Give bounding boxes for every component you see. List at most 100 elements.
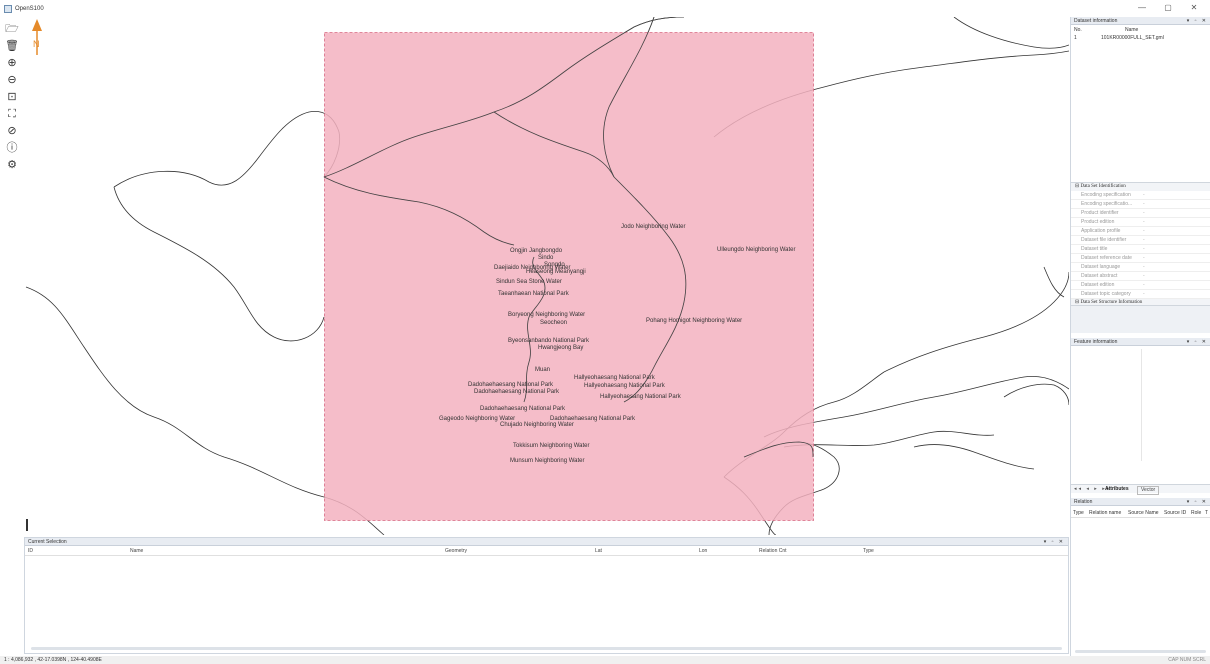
map-label[interactable]: Taeanhaean National Park bbox=[498, 291, 569, 297]
current-selection-title: Current Selection bbox=[28, 539, 67, 545]
window-title: OpenS100 bbox=[15, 5, 44, 12]
column-header[interactable]: Role bbox=[1191, 510, 1202, 516]
north-arrow-icon: N bbox=[32, 19, 42, 55]
property-row[interactable]: Dataset language - bbox=[1071, 263, 1210, 272]
minimize-button[interactable]: — bbox=[1138, 3, 1146, 12]
column-header[interactable]: Type bbox=[863, 548, 874, 554]
panel-controls[interactable]: ▾ ▫ ✕ bbox=[1186, 18, 1208, 24]
column-header[interactable]: Name bbox=[130, 548, 144, 554]
dataset-table: No. Name 1 101KR00000FULL_SET.gml bbox=[1071, 26, 1210, 176]
horizontal-scrollbar[interactable] bbox=[31, 647, 1062, 650]
horizontal-scrollbar[interactable] bbox=[1075, 650, 1206, 653]
column-header[interactable]: Source Name bbox=[1128, 510, 1159, 516]
zoom-in-icon[interactable]: ⊕ bbox=[7, 57, 17, 69]
dataset-row-name[interactable]: 101KR00000FULL_SET.gml bbox=[1101, 35, 1164, 41]
scale-bar bbox=[26, 519, 29, 531]
column-header[interactable]: Type bbox=[1073, 510, 1084, 516]
map-label[interactable]: Songdo bbox=[544, 262, 565, 268]
column-header[interactable]: T bbox=[1205, 510, 1209, 516]
dataset-extent-overlay bbox=[324, 32, 814, 521]
right-dock: Dataset information ▾ ▫ ✕ No. Name 1 101… bbox=[1070, 17, 1210, 657]
gear-icon[interactable]: ⚙ bbox=[7, 159, 17, 171]
map-label[interactable]: Hallyeohaesang National Park bbox=[584, 383, 665, 389]
column-header[interactable]: ID bbox=[28, 548, 33, 554]
panel-controls[interactable]: ▾ ▫ ✕ bbox=[1186, 339, 1208, 345]
column-header[interactable]: No. bbox=[1074, 27, 1082, 33]
map-label[interactable]: Hwangjeong Bay bbox=[538, 345, 584, 351]
map-label[interactable]: Daejiaido Neighboring Water bbox=[494, 265, 571, 271]
property-description-box bbox=[1071, 305, 1210, 333]
map-label[interactable]: Dadohaehaesang National Park bbox=[474, 389, 560, 395]
record-nav[interactable]: ◂◂ ◂ ▸ ▸▸ bbox=[1074, 486, 1112, 492]
property-row[interactable]: Dataset title - bbox=[1071, 245, 1210, 254]
window-controls: — ▢ ✕ bbox=[1136, 3, 1200, 12]
feature-info-divider bbox=[1141, 349, 1142, 461]
map-label[interactable]: Boryeong Neighboring Water bbox=[508, 312, 586, 318]
property-row[interactable]: Dataset edition - bbox=[1071, 281, 1210, 290]
panel-controls[interactable]: ▾ ▫ ✕ bbox=[1186, 499, 1208, 505]
current-selection-columns: ID Name Geometry Lat Lon Relation Cnt Ty… bbox=[25, 547, 1068, 556]
map-label[interactable]: Sindun Sea Stone Water bbox=[496, 279, 562, 285]
map-label[interactable]: Ongjin Jangbongdo bbox=[510, 248, 563, 254]
property-row[interactable]: Encoding specificatio... - bbox=[1071, 200, 1210, 209]
property-row[interactable]: Dataset file identifier - bbox=[1071, 236, 1210, 245]
zoom-out-icon[interactable]: ⊖ bbox=[7, 74, 17, 86]
tab-vector[interactable]: Vector bbox=[1137, 486, 1160, 495]
map-label[interactable]: Hallyeohaesang National Park bbox=[600, 394, 681, 400]
dataset-properties-grid: ⊟ Data Set Identification Encoding speci… bbox=[1071, 182, 1210, 307]
map-label[interactable]: Byeonsanbando National Park bbox=[508, 338, 590, 344]
coastlines-overlay bbox=[323, 17, 814, 458]
status-bar: 1 : 4,086,932 , 42-17.0398N , 124-40.490… bbox=[0, 656, 1210, 664]
property-row[interactable]: Dataset abstract - bbox=[1071, 272, 1210, 281]
column-header[interactable]: Source ID bbox=[1164, 510, 1187, 516]
feature-info-title: Feature information bbox=[1074, 339, 1118, 345]
tab-attributes[interactable]: Attributes bbox=[1105, 486, 1129, 492]
property-row[interactable]: Product identifier - bbox=[1071, 209, 1210, 218]
trash-icon[interactable]: 🗑 bbox=[5, 40, 19, 52]
map-label[interactable]: Hallyeohaesang National Park bbox=[574, 375, 655, 381]
column-header[interactable]: Geometry bbox=[445, 548, 467, 554]
fit-extent-icon[interactable]: ⛶ bbox=[8, 108, 16, 120]
property-row[interactable]: Encoding specification - bbox=[1071, 191, 1210, 200]
map-label[interactable]: Gageodo Neighboring Water bbox=[439, 416, 516, 422]
property-row[interactable]: Dataset reference date - bbox=[1071, 254, 1210, 263]
section-dataset-identification[interactable]: ⊟ Data Set Identification bbox=[1071, 183, 1210, 191]
section-dataset-structure[interactable]: ⊟ Data Set Structure Information bbox=[1071, 299, 1210, 307]
coordinate-readout: 1 : 4,086,932 , 42-17.0398N , 124-40.490… bbox=[4, 657, 102, 663]
map-label[interactable]: Muan bbox=[535, 367, 551, 373]
map-label[interactable]: Chujado Neighboring Water bbox=[500, 422, 574, 428]
app-icon bbox=[4, 4, 12, 13]
zoom-area-icon[interactable]: ⊡ bbox=[7, 91, 17, 103]
current-selection-panel: Current Selection ▾ ▫ ✕ ID Name Geometry… bbox=[24, 537, 1069, 654]
no-entry-icon[interactable]: ⊘ bbox=[7, 125, 17, 137]
open-folder-icon[interactable]: 🗁 bbox=[5, 23, 19, 35]
column-header[interactable]: Relation Cnt bbox=[759, 548, 787, 554]
dataset-row-no[interactable]: 1 bbox=[1074, 35, 1077, 41]
column-header[interactable]: Lat bbox=[595, 548, 602, 554]
column-header[interactable]: Relation name bbox=[1089, 510, 1122, 516]
relation-columns: Type Relation name Source Name Source ID… bbox=[1071, 509, 1210, 518]
map-label[interactable]: Heaseong Meanyangji bbox=[526, 269, 586, 275]
close-button[interactable]: ✕ bbox=[1190, 3, 1198, 12]
map-label[interactable]: Tokkisum Neighboring Water bbox=[513, 443, 590, 449]
map-label[interactable]: Seocheon bbox=[540, 320, 568, 326]
map-label[interactable]: Munsum Neighboring Water bbox=[510, 458, 585, 464]
maximize-button[interactable]: ▢ bbox=[1164, 3, 1172, 12]
info-icon[interactable]: ⓘ bbox=[6, 142, 18, 154]
property-row[interactable]: Dataset topic category - bbox=[1071, 290, 1210, 299]
map-label[interactable]: Dadohaehaesang National Park bbox=[550, 416, 636, 422]
map-canvas[interactable]: N Jodo Neighboring Water Ulleungdo Neigh… bbox=[24, 17, 1069, 535]
panel-controls[interactable]: ▾ ▫ ✕ bbox=[1043, 539, 1065, 545]
current-selection-header: Current Selection ▾ ▫ ✕ bbox=[25, 538, 1068, 546]
property-row[interactable]: Product edition - bbox=[1071, 218, 1210, 227]
map-label[interactable]: Dadohaehaesang National Park bbox=[480, 406, 566, 412]
feature-info-header: Feature information ▾ ▫ ✕ bbox=[1071, 338, 1210, 346]
map-label[interactable]: Sindo bbox=[538, 255, 554, 261]
map-label[interactable]: Jodo Neighboring Water bbox=[621, 224, 686, 230]
map-label[interactable]: Ulleungdo Neighboring Water bbox=[717, 247, 796, 253]
column-header[interactable]: Lon bbox=[699, 548, 708, 554]
property-row[interactable]: Application profile - bbox=[1071, 227, 1210, 236]
map-label[interactable]: Dadohaehaesang National Park bbox=[468, 382, 554, 388]
map-label[interactable]: Pohang Homigot Neighboring Water bbox=[646, 318, 743, 324]
column-header[interactable]: Name bbox=[1125, 27, 1139, 33]
